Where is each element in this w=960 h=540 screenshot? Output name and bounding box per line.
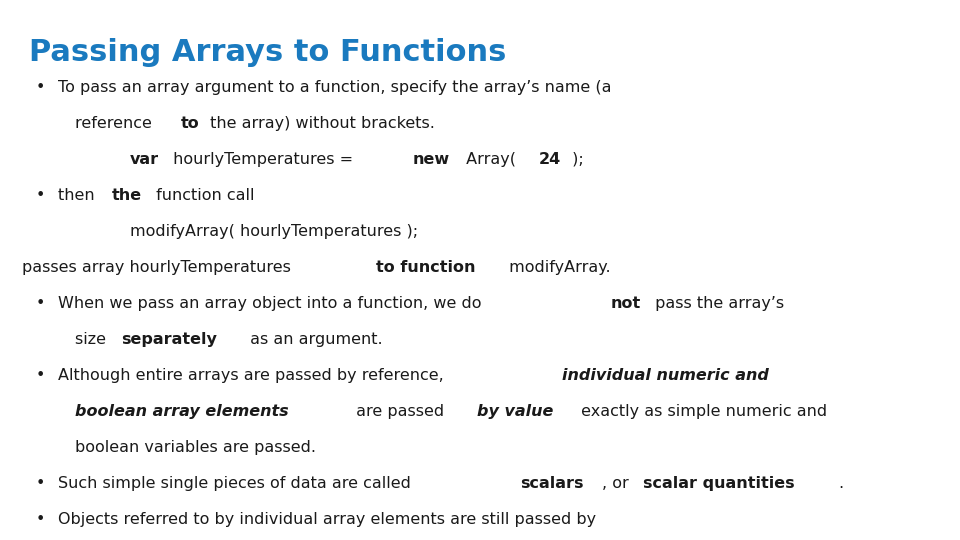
Text: by value: by value (477, 404, 554, 419)
Text: separately: separately (122, 332, 218, 347)
Text: •: • (36, 512, 45, 527)
Text: •: • (36, 296, 45, 311)
Text: •: • (36, 80, 45, 95)
Text: to: to (180, 116, 200, 131)
Text: When we pass an array object into a function, we do: When we pass an array object into a func… (58, 296, 487, 311)
Text: function call: function call (151, 188, 254, 203)
Text: var: var (130, 152, 159, 167)
Text: to function: to function (375, 260, 475, 275)
Text: boolean array elements: boolean array elements (75, 404, 289, 419)
Text: reference: reference (75, 116, 157, 131)
Text: hourlyTemperatures =: hourlyTemperatures = (168, 152, 358, 167)
Text: the: the (112, 188, 142, 203)
Text: new: new (413, 152, 450, 167)
Text: To pass an array argument to a function, specify the array’s name (a: To pass an array argument to a function,… (58, 80, 612, 95)
Text: size: size (75, 332, 111, 347)
Text: .: . (839, 476, 844, 491)
Text: are passed: are passed (350, 404, 449, 419)
Text: passes array hourlyTemperatures: passes array hourlyTemperatures (22, 260, 296, 275)
Text: modifyArray( hourlyTemperatures );: modifyArray( hourlyTemperatures ); (130, 224, 419, 239)
Text: •: • (36, 368, 45, 383)
Text: boolean variables are passed.: boolean variables are passed. (75, 440, 316, 455)
Text: not: not (612, 296, 641, 311)
Text: exactly as simple numeric and: exactly as simple numeric and (576, 404, 828, 419)
Text: as an argument.: as an argument. (246, 332, 383, 347)
Text: Array(: Array( (461, 152, 521, 167)
Text: 24: 24 (539, 152, 561, 167)
Text: Objects referred to by individual array elements are still passed by: Objects referred to by individual array … (58, 512, 596, 527)
Text: then: then (58, 188, 100, 203)
Text: individual numeric and: individual numeric and (563, 368, 769, 383)
Text: •: • (36, 476, 45, 491)
Text: pass the array’s: pass the array’s (650, 296, 784, 311)
Text: modifyArray.: modifyArray. (504, 260, 611, 275)
Text: , or: , or (602, 476, 634, 491)
Text: Although entire arrays are passed by reference,: Although entire arrays are passed by ref… (58, 368, 449, 383)
Text: the array) without brackets.: the array) without brackets. (205, 116, 435, 131)
Text: •: • (36, 188, 45, 203)
Text: );: ); (567, 152, 584, 167)
Text: scalar quantities: scalar quantities (643, 476, 795, 491)
Text: Passing Arrays to Functions: Passing Arrays to Functions (29, 38, 506, 67)
Text: scalars: scalars (520, 476, 584, 491)
Text: Such simple single pieces of data are called: Such simple single pieces of data are ca… (58, 476, 416, 491)
